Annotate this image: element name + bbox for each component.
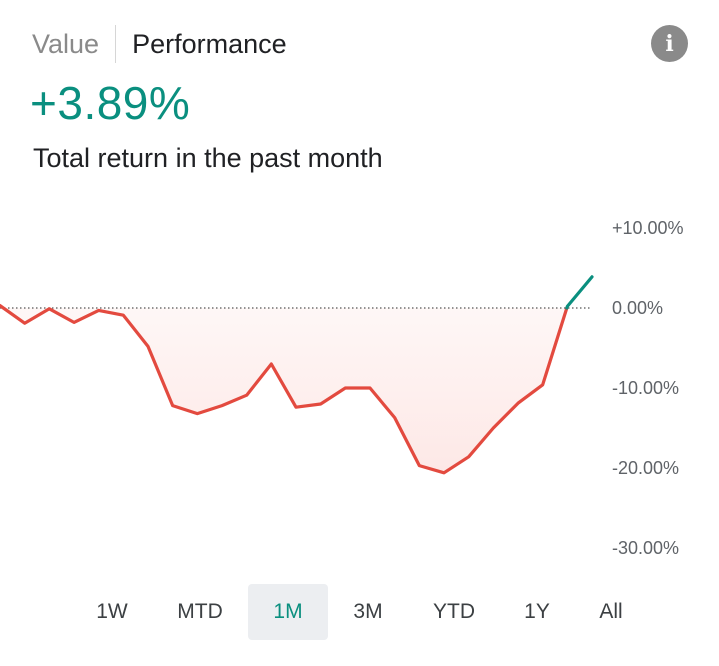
- y-tick-label: 0.00%: [612, 298, 663, 318]
- range-1y-button[interactable]: 1Y: [524, 600, 550, 623]
- range-ytd-button[interactable]: YTD: [433, 600, 475, 623]
- tab-divider: [115, 25, 117, 63]
- range-all-button[interactable]: All: [599, 600, 623, 623]
- info-icon[interactable]: i: [651, 25, 688, 62]
- total-return-description: Total return in the past month: [33, 143, 383, 173]
- y-tick-label: -20.00%: [612, 458, 679, 478]
- range-1m-button[interactable]: 1M: [248, 584, 328, 640]
- tab-performance[interactable]: Performance: [132, 28, 287, 59]
- y-tick-label: +10.00%: [612, 218, 684, 238]
- series-line-positive: [565, 275, 594, 310]
- y-tick-label: -10.00%: [612, 378, 679, 398]
- range-mtd-button[interactable]: MTD: [177, 600, 223, 623]
- range-3m-button[interactable]: 3M: [353, 600, 383, 623]
- tab-value[interactable]: Value: [32, 28, 100, 59]
- view-tabs: Value Performance: [32, 24, 287, 64]
- range-1w-button[interactable]: 1W: [96, 600, 128, 623]
- performance-chart: +10.00% 0.00% -10.00% -20.00% -30.00%: [0, 218, 684, 558]
- negative-area-fill: [0, 308, 592, 473]
- range-selector: 1W MTD 1M 3M YTD 1Y All: [0, 584, 719, 640]
- total-return-value: +3.89%: [30, 77, 191, 129]
- series-line-negative: [0, 304, 569, 475]
- y-tick-label: -30.00%: [612, 538, 679, 558]
